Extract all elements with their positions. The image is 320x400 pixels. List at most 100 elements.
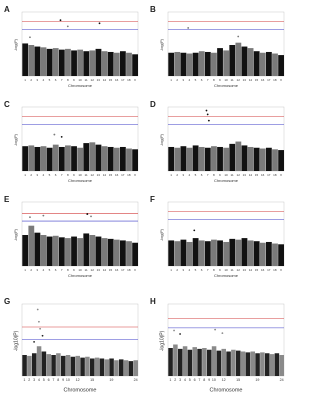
x-tick-label: 4 xyxy=(43,268,45,272)
chromosome-block xyxy=(278,150,284,171)
x-tick-label: 10 xyxy=(78,78,82,82)
x-tick-label: 18 xyxy=(273,173,277,177)
chromosome-block xyxy=(235,239,242,266)
x-tick-label: 14 xyxy=(103,268,107,272)
chromosome-block xyxy=(114,360,119,376)
x-tick-label: 16 xyxy=(261,173,265,177)
chromosome-block xyxy=(247,240,254,266)
chromosome-block xyxy=(223,241,230,266)
chromosome-block xyxy=(253,241,260,266)
x-tick-label: 17 xyxy=(267,268,271,272)
x-tick-label: X xyxy=(134,78,136,82)
chromosome-block xyxy=(198,51,205,76)
chromosome-block xyxy=(235,42,242,76)
chromosome-block xyxy=(217,48,223,76)
chromosome-block xyxy=(192,145,199,171)
chromosome-block xyxy=(85,356,90,376)
chromosome-block xyxy=(95,236,102,266)
x-tick-label: 13 xyxy=(243,268,247,272)
x-tick-label: 14 xyxy=(249,78,253,82)
x-tick-label: 15 xyxy=(109,78,113,82)
x-tick-label: 7 xyxy=(61,173,63,177)
chromosome-block xyxy=(265,241,272,266)
chromosome-block xyxy=(180,239,187,266)
chromosome-block xyxy=(52,144,59,171)
x-tick-label: X xyxy=(134,268,136,272)
x-tick-label: 2 xyxy=(30,78,32,82)
chromosome-block xyxy=(206,349,212,376)
chromosome-block xyxy=(174,51,181,76)
y-axis-label: -log(P) xyxy=(159,133,164,146)
x-tick-label: 10 xyxy=(78,268,82,272)
x-tick-label: 10 xyxy=(224,173,228,177)
x-axis-label: Chromosome xyxy=(68,178,93,183)
x-tick-label: 11 xyxy=(85,78,88,82)
chromosome-block xyxy=(245,352,251,376)
x-tick-label: 5 xyxy=(195,173,197,177)
panel-letter: H xyxy=(150,297,156,306)
chromosome-block xyxy=(128,361,134,376)
x-tick-label: 15 xyxy=(255,173,259,177)
chromosome-block xyxy=(204,51,211,76)
chromosome-block xyxy=(34,232,41,266)
chromosome-block xyxy=(235,141,242,171)
chromosome-block xyxy=(83,51,90,76)
chromosome-block xyxy=(101,51,108,76)
peak-point xyxy=(66,25,69,28)
chromosome-block xyxy=(41,351,47,376)
chromosome-block xyxy=(95,144,102,171)
chromosome-block xyxy=(107,51,114,76)
chromosome-block xyxy=(279,355,284,376)
x-tick-label: 7 xyxy=(207,268,209,272)
x-tick-label: 12 xyxy=(76,378,80,382)
chromosome-block xyxy=(223,147,230,171)
chromosome-block xyxy=(223,50,230,76)
peak-point xyxy=(59,19,62,22)
panel-letter: B xyxy=(150,5,156,14)
x-tick-label: 8 xyxy=(57,378,59,382)
chromosome-block xyxy=(264,353,270,376)
x-tick-label: 1 xyxy=(170,173,172,177)
x-tick-label: 10 xyxy=(78,173,82,177)
x-tick-label: 10 xyxy=(66,378,70,382)
peak-point xyxy=(38,320,40,323)
chromosome-block xyxy=(99,358,105,376)
chromosome-block xyxy=(241,46,248,76)
x-tick-label: 19 xyxy=(255,378,259,382)
chromosome-block xyxy=(197,348,202,376)
chromosome-block xyxy=(133,360,138,376)
chromosome-block xyxy=(265,51,272,76)
x-tick-label: 1 xyxy=(24,78,26,82)
chromosome-block xyxy=(71,236,77,266)
chromosome-block xyxy=(126,148,132,171)
x-tick-label: 12 xyxy=(237,173,241,177)
chromosome-block xyxy=(119,51,126,76)
chromosome-block xyxy=(186,241,193,266)
chromosome-block xyxy=(51,355,56,376)
peak-point xyxy=(42,214,45,217)
x-tick-label: 4 xyxy=(43,173,45,177)
peak-point xyxy=(33,340,35,343)
y-axis-label: -log(P) xyxy=(13,133,18,146)
x-tick-label: 15 xyxy=(109,268,113,272)
x-tick-label: 11 xyxy=(85,173,88,177)
x-tick-label: 2 xyxy=(176,78,178,82)
panel-letter: E xyxy=(4,195,10,204)
chromosome-block xyxy=(22,146,29,171)
x-axis-label: Chromosome xyxy=(68,83,93,88)
chromosome-block xyxy=(229,143,236,171)
chromosome-block xyxy=(107,146,114,171)
x-tick-label: X xyxy=(134,173,136,177)
peak-point xyxy=(173,329,175,332)
chromosome-block xyxy=(180,146,187,171)
peak-point xyxy=(187,27,190,29)
chromosome-block xyxy=(211,239,217,266)
x-tick-label: 2 xyxy=(30,173,32,177)
chromosome-block xyxy=(58,146,65,171)
chromosome-block xyxy=(231,349,236,376)
peak-point xyxy=(221,332,224,335)
chromosome-block xyxy=(274,353,280,376)
chromosome-block xyxy=(192,52,199,76)
chromosome-block xyxy=(272,53,278,76)
chromosome-block xyxy=(126,241,132,266)
